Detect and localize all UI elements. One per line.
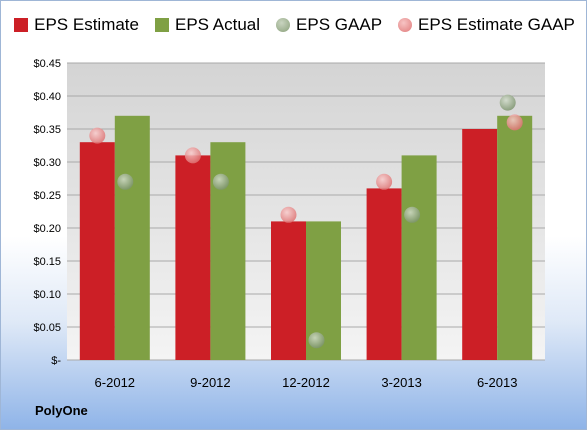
legend-swatch-eps-actual (154, 18, 169, 32)
x-tick-label: 3-2013 (381, 375, 421, 390)
y-tick-label: $0.30 (33, 157, 61, 169)
legend-label-eps-actual: EPS Actual (174, 15, 261, 34)
company-label: PolyOne (35, 403, 88, 418)
y-tick-label: $0.40 (33, 91, 61, 103)
legend: EPS Estimate EPS Actual EPS GAAP EPS Est… (1, 15, 587, 35)
y-tick-label: $0.05 (33, 322, 61, 334)
bar-eps-estimate (175, 155, 211, 360)
bar-eps-estimate (366, 188, 402, 360)
legend-item-eps-estimate-gaap: EPS Estimate GAAP (398, 15, 575, 35)
y-tick-label: $0.45 (33, 58, 61, 70)
bar-eps-actual (401, 155, 437, 360)
legend-label-eps-estimate-gaap: EPS Estimate GAAP (418, 15, 575, 34)
legend-swatch-eps-gaap (276, 18, 291, 32)
legend-swatch-eps-estimate (14, 18, 29, 32)
x-tick-label: 9-2012 (190, 375, 230, 390)
x-tick-label: 6-2013 (477, 375, 517, 390)
legend-swatch-eps-estimate-gaap (398, 18, 413, 32)
y-tick-label: $0.10 (33, 289, 61, 301)
legend-label-eps-estimate: EPS Estimate (34, 15, 139, 34)
bar-eps-actual (497, 115, 533, 360)
marker-eps-gaap (212, 173, 229, 190)
bar-eps-estimate (79, 142, 115, 360)
y-tick-label: $- (51, 355, 61, 367)
marker-eps-gaap (308, 332, 325, 349)
y-tick-label: $0.35 (33, 124, 61, 136)
y-tick-label: $0.15 (33, 256, 61, 268)
marker-eps-gaap (117, 173, 134, 190)
marker-eps-gaap (404, 206, 421, 223)
legend-item-eps-actual: EPS Actual (154, 15, 261, 35)
bar-eps-estimate (271, 221, 306, 360)
y-tick-label: $0.25 (33, 190, 61, 202)
marker-eps-gaap (499, 94, 516, 111)
marker-eps-estimate-gaap (506, 114, 523, 131)
x-tick-label: 12-2012 (282, 375, 330, 390)
legend-item-eps-gaap: EPS GAAP (276, 15, 382, 35)
marker-eps-estimate-gaap (89, 127, 106, 144)
bar-eps-estimate (462, 129, 498, 360)
marker-eps-estimate-gaap (376, 173, 393, 190)
x-tick-label: 6-2012 (95, 375, 135, 390)
y-tick-label: $0.20 (33, 223, 61, 235)
bar-eps-actual (210, 142, 246, 360)
marker-eps-estimate-gaap (184, 147, 201, 164)
legend-label-eps-gaap: EPS GAAP (296, 15, 383, 34)
bar-eps-actual (114, 115, 150, 360)
legend-item-eps-estimate: EPS Estimate (14, 15, 139, 35)
marker-eps-estimate-gaap (280, 206, 297, 223)
